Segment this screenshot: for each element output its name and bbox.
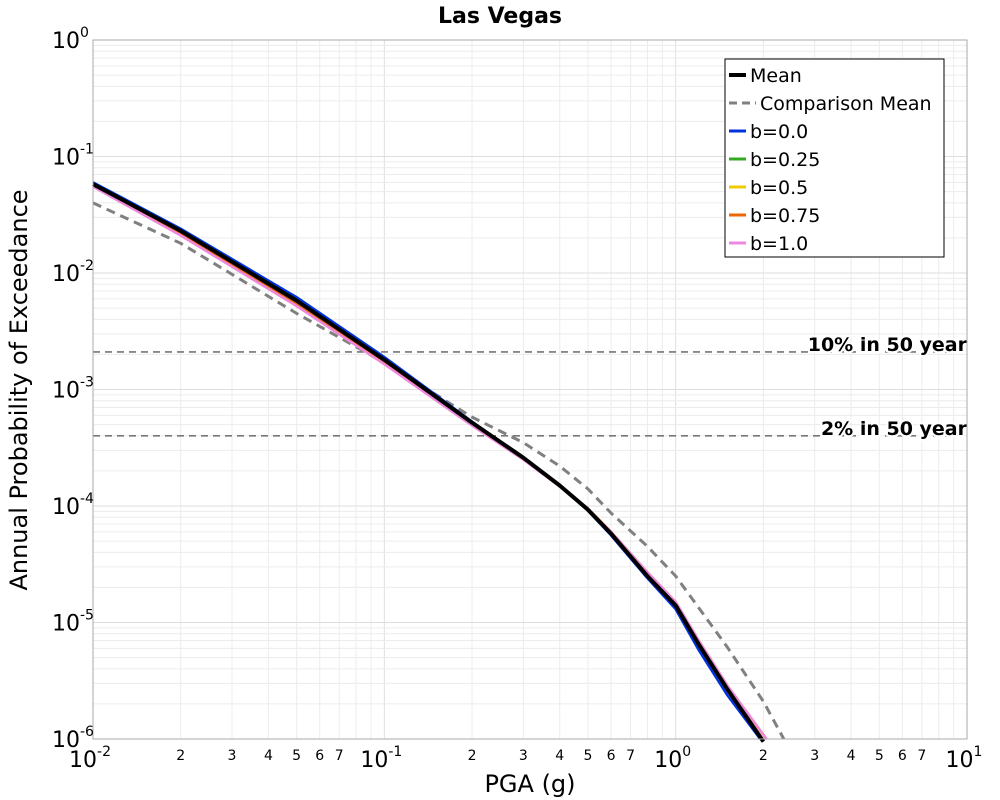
- chart-title: Las Vegas: [438, 4, 562, 29]
- x-minor-tick-label: 2: [759, 748, 768, 764]
- series-line-comparison-mean: [92, 201, 786, 740]
- x-minor-tick-label: 3: [519, 748, 528, 764]
- y-axis-label: Annual Probability of Exceedance: [5, 189, 33, 590]
- legend-label: b=0.5: [750, 177, 808, 199]
- y-major-tick-label: 10-5: [52, 608, 94, 637]
- y-major-tick-label: 10-3: [52, 375, 94, 404]
- reference-line-label: 2% in 50 year: [821, 418, 968, 440]
- x-minor-tick-label: 5: [875, 748, 884, 764]
- y-major-tick-label: 100: [52, 25, 89, 54]
- y-major-tick-label: 10-4: [52, 491, 94, 520]
- x-minor-tick-label: 7: [917, 748, 926, 764]
- x-minor-tick-label: 2: [176, 748, 185, 764]
- x-minor-tick-label: 7: [626, 748, 635, 764]
- x-minor-tick-label: 3: [228, 748, 237, 764]
- legend-label: b=1.0: [750, 233, 808, 255]
- reference-lines: 10% in 50 year 2% in 50 year: [93, 332, 970, 442]
- x-minor-tick-label: 3: [810, 748, 819, 764]
- x-minor-tick-label: 5: [292, 748, 301, 764]
- y-major-tick-label: 10-1: [52, 142, 94, 171]
- x-minor-tick-label: 6: [607, 748, 616, 764]
- legend-label: b=0.75: [750, 205, 820, 227]
- legend-label: b=0.25: [750, 149, 820, 171]
- legend-label: b=0.0: [750, 121, 808, 143]
- x-major-tick-label: 101: [946, 744, 983, 773]
- x-axis-label: PGA (g): [484, 770, 575, 798]
- plot-border: [92, 39, 968, 740]
- x-major-tick-label: 100: [654, 744, 691, 773]
- grid: [93, 40, 967, 739]
- x-minor-tick-label: 5: [584, 748, 593, 764]
- reference-line-label: 10% in 50 year: [808, 334, 968, 356]
- x-major-tick-label: 10-2: [69, 744, 111, 773]
- series-line-mean: [92, 182, 766, 743]
- series-layer: [92, 181, 786, 743]
- y-major-tick-label: 10-2: [52, 258, 94, 287]
- y-axis: 100 10-1 10-2 10-3 10-4 10-5 10-6: [52, 25, 94, 753]
- x-major-tick-label: 10-1: [360, 744, 402, 773]
- legend-box: [724, 58, 945, 258]
- legend-label: Comparison Mean: [760, 93, 932, 115]
- legend: Mean Comparison Mean b=0.0 b=0.25 b=0.5 b=0.7…: [724, 58, 945, 258]
- x-minor-tick-label: 4: [264, 748, 273, 764]
- x-minor-tick-label: 2: [468, 748, 477, 764]
- x-minor-tick-label: 6: [898, 748, 907, 764]
- legend-label: Mean: [750, 65, 802, 87]
- x-minor-tick-label: 7: [335, 748, 344, 764]
- y-major-tick-label: 10-6: [52, 724, 94, 753]
- x-minor-tick-label: 6: [315, 748, 324, 764]
- x-minor-tick-label: 4: [555, 748, 564, 764]
- x-minor-tick-label: 4: [847, 748, 856, 764]
